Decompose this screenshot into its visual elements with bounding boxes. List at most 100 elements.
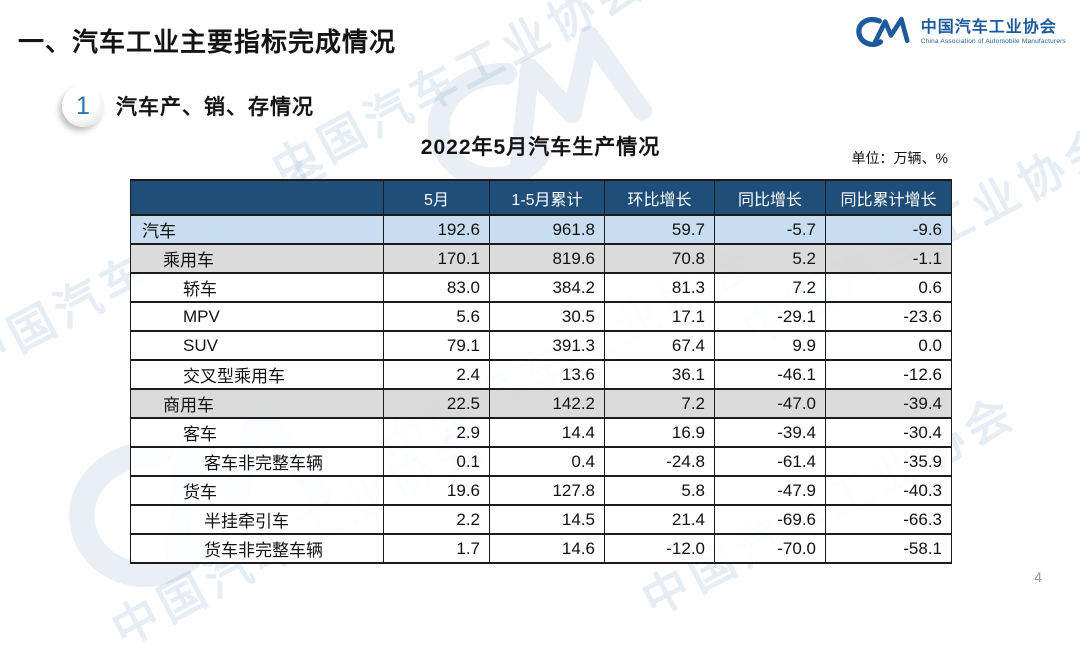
- cell-value: -30.4: [825, 417, 952, 448]
- cell-value: 2.2: [383, 504, 490, 535]
- cell-value: 2.9: [383, 417, 490, 448]
- page-title: 一、汽车工业主要指标完成情况: [18, 27, 397, 57]
- caam-logo-mark-icon: [856, 16, 910, 47]
- row-label: 半挂牵引车: [130, 504, 384, 535]
- cell-value: 21.4: [604, 504, 715, 535]
- cell-value: -12.6: [825, 359, 952, 390]
- caam-logo-name-en: China Association of Automobile Manufact…: [920, 37, 1066, 45]
- cell-value: 0.4: [489, 446, 605, 477]
- cell-value: 192.6: [383, 214, 490, 245]
- caam-logo: 中国汽车工业协会 China Association of Automobile…: [855, 12, 1066, 52]
- cell-value: -39.4: [714, 417, 826, 448]
- column-header-yoy-growth: 同比增长: [714, 179, 826, 216]
- cell-value: 7.2: [604, 388, 715, 419]
- cell-value: -58.1: [825, 533, 952, 564]
- row-label: 乘用车: [130, 243, 384, 274]
- cell-value: -70.0: [714, 533, 826, 564]
- cell-value: 0.1: [383, 446, 490, 477]
- caam-logo-name-cn: 中国汽车工业协会: [920, 19, 1057, 37]
- cell-value: -46.1: [714, 359, 826, 390]
- cell-value: -47.0: [714, 388, 826, 419]
- cell-value: 16.9: [604, 417, 715, 448]
- cell-value: 14.5: [489, 504, 605, 535]
- cell-value: 2.4: [383, 359, 490, 390]
- row-label: 汽车: [130, 214, 384, 245]
- section-header: 1 汽车产、销、存情况: [62, 85, 314, 127]
- cell-value: 13.6: [489, 359, 605, 390]
- table-row: 轿车 83.0 384.2 81.3 7.2 0.6: [130, 272, 952, 303]
- cell-value: -9.6: [825, 214, 952, 245]
- cell-value: 384.2: [489, 272, 605, 303]
- cell-value: 22.5: [383, 388, 490, 419]
- cell-value: 961.8: [489, 214, 605, 245]
- row-label: SUV: [130, 330, 384, 361]
- table-header-row: 5月 1-5月累计 环比增长 同比增长 同比累计增长: [130, 179, 952, 216]
- cell-value: 36.1: [604, 359, 715, 390]
- table-title: 2022年5月汽车生产情况: [420, 136, 661, 159]
- cell-value: -39.4: [825, 388, 952, 419]
- cell-value: 30.5: [489, 301, 605, 332]
- cell-value: 14.4: [489, 417, 605, 448]
- table-row: 货车 19.6 127.8 5.8 -47.9 -40.3: [130, 475, 952, 506]
- row-label: 客车: [130, 417, 384, 448]
- table-row: SUV 79.1 391.3 67.4 9.9 0.0: [130, 330, 952, 361]
- table-row: 汽车 192.6 961.8 59.7 -5.7 -9.6: [130, 214, 952, 245]
- cell-value: 70.8: [604, 243, 715, 274]
- cell-value: -12.0: [604, 533, 715, 564]
- cell-value: 0.6: [825, 272, 952, 303]
- cell-value: -61.4: [714, 446, 826, 477]
- cell-value: 59.7: [604, 214, 715, 245]
- cell-value: 5.6: [383, 301, 490, 332]
- table-row: 交叉型乘用车 2.4 13.6 36.1 -46.1 -12.6: [130, 359, 952, 390]
- cell-value: 19.6: [383, 475, 490, 506]
- column-header-mom-growth: 环比增长: [604, 179, 715, 216]
- cell-value: 1.7: [383, 533, 490, 564]
- row-label: 交叉型乘用车: [130, 359, 384, 390]
- cell-value: -23.6: [825, 301, 952, 332]
- cell-value: 14.6: [489, 533, 605, 564]
- table-row: 货车非完整车辆 1.7 14.6 -12.0 -70.0 -58.1: [130, 533, 952, 564]
- table-row: 客车非完整车辆 0.1 0.4 -24.8 -61.4 -35.9: [130, 446, 952, 477]
- section-heading: 汽车产、销、存情况: [116, 96, 314, 119]
- column-header-yoy-cum-growth: 同比累计增长: [825, 179, 952, 216]
- row-label: MPV: [130, 301, 384, 332]
- table-row: 客车 2.9 14.4 16.9 -39.4 -30.4: [130, 417, 952, 448]
- section-number-badge: 1: [62, 85, 104, 127]
- cell-value: 17.1: [604, 301, 715, 332]
- cell-value: -47.9: [714, 475, 826, 506]
- cell-value: -29.1: [714, 301, 826, 332]
- production-table: 5月 1-5月累计 环比增长 同比增长 同比累计增长 汽车 192.6 961.8 5…: [130, 179, 952, 564]
- cell-value: 81.3: [604, 272, 715, 303]
- cell-value: 67.4: [604, 330, 715, 361]
- caam-logo-text: 中国汽车工业协会 China Association of Automobile…: [921, 19, 1066, 44]
- cell-value: -40.3: [825, 475, 952, 506]
- column-header-may: 5月: [383, 179, 490, 216]
- unit-label: 单位：万辆、%: [851, 150, 948, 166]
- table-row: MPV 5.6 30.5 17.1 -29.1 -23.6: [130, 301, 952, 332]
- cell-value: 9.9: [714, 330, 826, 361]
- cell-value: -35.9: [825, 446, 952, 477]
- cell-value: 0.0: [825, 330, 952, 361]
- cell-value: 391.3: [489, 330, 605, 361]
- row-label: 商用车: [130, 388, 384, 419]
- cell-value: 819.6: [489, 243, 605, 274]
- table-row: 商用车 22.5 142.2 7.2 -47.0 -39.4: [130, 388, 952, 419]
- cell-value: -1.1: [825, 243, 952, 274]
- cell-value: -69.6: [714, 504, 826, 535]
- column-header-cumulative: 1-5月累计: [489, 179, 605, 216]
- column-header-blank: [130, 179, 384, 216]
- cell-value: 83.0: [383, 272, 490, 303]
- table-body: 汽车 192.6 961.8 59.7 -5.7 -9.6 乘用车 170.1 819.6 70.…: [130, 214, 952, 564]
- row-label: 货车非完整车辆: [130, 533, 384, 564]
- page-number: 4: [1034, 569, 1042, 585]
- table-header: 5月 1-5月累计 环比增长 同比增长 同比累计增长: [130, 179, 952, 216]
- row-label: 货车: [130, 475, 384, 506]
- cell-value: 79.1: [383, 330, 490, 361]
- table-row: 半挂牵引车 2.2 14.5 21.4 -69.6 -66.3: [130, 504, 952, 535]
- cell-value: -66.3: [825, 504, 952, 535]
- cell-value: 5.8: [604, 475, 715, 506]
- cell-value: -24.8: [604, 446, 715, 477]
- cell-value: -5.7: [714, 214, 826, 245]
- row-label: 轿车: [130, 272, 384, 303]
